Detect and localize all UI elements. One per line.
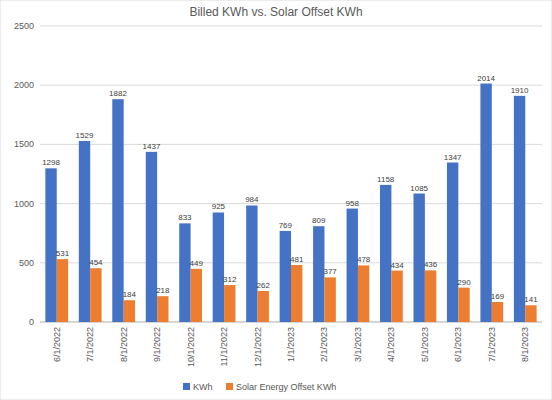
x-tick-label: 6/1/2022 xyxy=(52,327,62,362)
y-tick-label: 2000 xyxy=(14,80,34,90)
bar xyxy=(291,265,302,322)
bar xyxy=(391,271,402,322)
data-label: 1158 xyxy=(377,175,395,184)
bars xyxy=(45,84,536,322)
data-label: 478 xyxy=(357,255,371,264)
bar xyxy=(458,288,469,322)
x-tick-label: 5/1/2023 xyxy=(420,327,430,362)
background xyxy=(0,0,552,400)
data-label: 1298 xyxy=(42,158,60,167)
bar xyxy=(124,300,135,322)
bar xyxy=(480,84,491,322)
bar xyxy=(324,277,335,322)
data-label: 169 xyxy=(491,292,505,301)
data-label: 1529 xyxy=(76,131,94,140)
bar xyxy=(380,185,391,322)
bar xyxy=(112,99,123,322)
data-label: 377 xyxy=(323,267,337,276)
x-tick-label: 9/1/2022 xyxy=(152,327,162,362)
bar xyxy=(413,194,424,322)
bar xyxy=(492,302,503,322)
data-label: 1347 xyxy=(444,153,462,162)
data-label: 184 xyxy=(123,290,137,299)
legend-swatch xyxy=(226,383,233,390)
data-label: 449 xyxy=(190,259,204,268)
bar xyxy=(358,265,369,322)
data-label: 436 xyxy=(424,260,438,269)
x-tick-label: 3/1/2023 xyxy=(353,327,363,362)
bar xyxy=(146,152,157,322)
data-label: 434 xyxy=(390,261,404,270)
data-label: 1882 xyxy=(109,89,127,98)
bar xyxy=(45,168,56,322)
data-label: 958 xyxy=(346,199,360,208)
data-label: 262 xyxy=(257,281,271,290)
bar xyxy=(90,268,101,322)
y-tick-label: 500 xyxy=(19,258,34,268)
data-label: 481 xyxy=(290,255,304,264)
x-tick-label: 2/1/2023 xyxy=(319,327,329,362)
chart: Billed KWh vs. Solar Offset KWh 0 500 1000 1… xyxy=(0,0,552,400)
y-tick-label: 1500 xyxy=(14,139,34,149)
legend-label: KWh xyxy=(193,382,213,392)
bar xyxy=(179,223,190,322)
bar xyxy=(447,163,458,322)
data-labels: 1298 531 1529 454 1882 184 1437 218 833 449 925 312… xyxy=(42,74,538,305)
x-tick-label: 6/1/2023 xyxy=(453,327,463,362)
bar xyxy=(213,212,224,322)
title: Billed KWh vs. Solar Offset KWh xyxy=(189,5,362,19)
data-label: 1085 xyxy=(410,184,428,193)
bar xyxy=(57,259,68,322)
bar xyxy=(347,209,358,322)
grid-line xyxy=(40,85,542,86)
y-tick-label: 2500 xyxy=(14,21,34,31)
x-tick-label: 7/1/2022 xyxy=(85,327,95,362)
bar xyxy=(224,285,235,322)
bar xyxy=(514,96,525,322)
data-label: 312 xyxy=(223,275,237,284)
data-label: 809 xyxy=(312,216,326,225)
x-tick-label: 1/1/2023 xyxy=(286,327,296,362)
data-label: 769 xyxy=(279,221,293,230)
x-tick-label: 7/1/2023 xyxy=(487,327,497,362)
y-tick-label: 1000 xyxy=(14,199,34,209)
data-label: 833 xyxy=(178,213,192,222)
legend: KWh Solar Energy Offset KWh xyxy=(183,382,336,392)
data-label: 1910 xyxy=(511,86,529,95)
x-tick-label: 12/1/2022 xyxy=(253,327,263,367)
legend-label: Solar Energy Offset KWh xyxy=(236,382,336,392)
data-label: 531 xyxy=(56,249,70,258)
data-label: 218 xyxy=(156,286,170,295)
bar xyxy=(79,141,90,322)
grid-line xyxy=(40,26,542,27)
x-tick-label: 10/1/2022 xyxy=(186,327,196,367)
data-label: 141 xyxy=(524,295,538,304)
bar xyxy=(425,270,436,322)
bar xyxy=(280,231,291,322)
data-label: 454 xyxy=(89,258,103,267)
data-label: 1437 xyxy=(143,142,161,151)
bar xyxy=(525,305,536,322)
data-label: 925 xyxy=(212,202,226,211)
x-tick-label: 8/1/2023 xyxy=(520,327,530,362)
data-label: 984 xyxy=(245,195,259,204)
x-tick-label: 11/1/2022 xyxy=(219,327,229,366)
data-label: 2014 xyxy=(477,74,495,83)
x-tick-label: 4/1/2023 xyxy=(386,327,396,362)
x-tick-label: 8/1/2022 xyxy=(119,327,129,362)
bar xyxy=(246,205,257,322)
legend-swatch xyxy=(183,383,190,390)
bar xyxy=(191,269,202,322)
bar xyxy=(258,291,269,322)
y-tick-label: 0 xyxy=(29,317,34,327)
bar xyxy=(157,296,168,322)
data-label: 290 xyxy=(457,278,471,287)
